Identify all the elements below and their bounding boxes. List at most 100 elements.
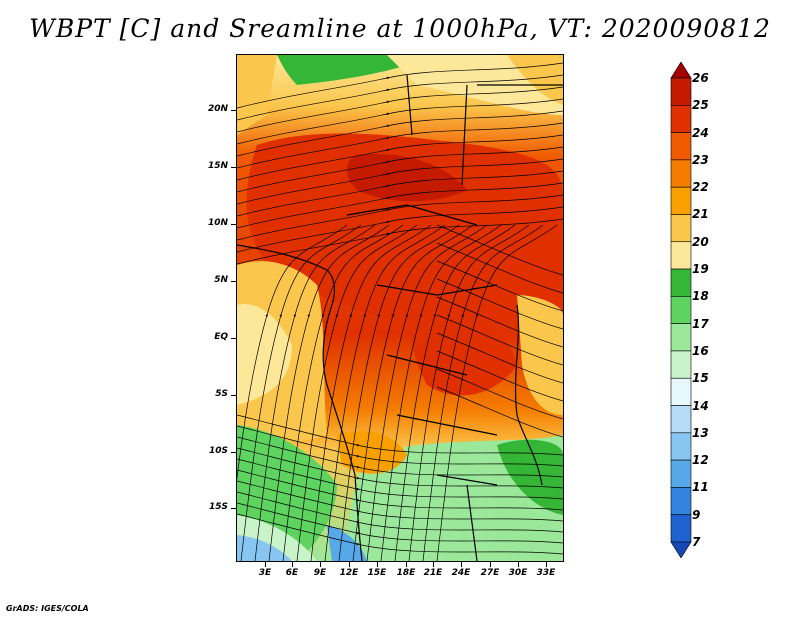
lon-tick (349, 562, 350, 567)
colorbar-swatch (670, 296, 692, 324)
lon-tick (518, 562, 519, 567)
lon-tick (265, 562, 266, 567)
lon-label: 27E (480, 568, 500, 578)
streamline (237, 158, 563, 205)
streamline (436, 332, 563, 384)
colorbar-label: 24 (692, 125, 709, 140)
streamline (422, 224, 544, 561)
colorbar-label: 14 (692, 398, 709, 413)
streamline (394, 224, 516, 561)
colorbar-swatch (670, 214, 692, 243)
colorbar-label: 19 (692, 262, 709, 277)
lon-tick (433, 562, 434, 567)
streamline (436, 386, 563, 438)
blue-patch-sw (237, 535, 292, 561)
lon-label: 15E (367, 568, 387, 578)
lon-label: 33E (536, 568, 556, 578)
streamline (296, 224, 418, 561)
blue-patch-south (327, 525, 367, 561)
colorbar-swatch (670, 432, 692, 461)
streamline (436, 350, 563, 402)
streamline (268, 224, 390, 561)
colorbar-label: 18 (692, 289, 709, 304)
colorbar-label: 17 (692, 316, 709, 331)
dark-red-core (346, 154, 467, 202)
streamline (237, 122, 563, 169)
streamline (436, 296, 563, 348)
colorbar-label: 13 (692, 425, 709, 440)
colorbar-swatch (670, 241, 692, 270)
lon-label: 12E (339, 568, 359, 578)
streamline (237, 218, 563, 265)
colorbar-label: 22 (692, 180, 709, 195)
gulf-coastline (237, 244, 335, 306)
streamline (282, 224, 404, 561)
colorbar-swatch (670, 323, 692, 352)
streamline (237, 480, 563, 522)
lon-label: 3E (258, 568, 272, 578)
streamline (436, 314, 563, 366)
streamline (237, 134, 563, 181)
green-patch-north (277, 55, 427, 85)
lat-label: EQ (214, 332, 228, 342)
lon-tick (406, 562, 407, 567)
lat-label: 10S (208, 446, 228, 456)
streamline (240, 224, 362, 561)
streamline (237, 110, 563, 157)
colorbar-label: 15 (692, 371, 709, 386)
colorbar-label: 23 (692, 152, 709, 167)
streamline (436, 368, 563, 420)
streamline (380, 224, 502, 561)
temperature-streamline-map (237, 55, 563, 561)
streamline (237, 425, 563, 467)
colorbar-label: 21 (692, 207, 709, 222)
streamline (237, 86, 563, 133)
streamline (237, 502, 563, 544)
streamline (237, 458, 563, 500)
streamline (352, 224, 474, 561)
lon-tick (292, 562, 293, 567)
map-panel (236, 54, 564, 562)
streamline (338, 224, 460, 561)
streamline (237, 170, 563, 217)
streamline (310, 224, 432, 561)
colorbar-label: 7 (692, 535, 701, 549)
lat-tick (231, 395, 236, 396)
colorbar-swatch (670, 77, 692, 106)
lon-label: 9E (313, 568, 327, 578)
streamline (237, 206, 563, 253)
pale-ocean-west (237, 304, 292, 405)
lon-tick (546, 562, 547, 567)
lat-tick (231, 224, 236, 225)
lat-label: 20N (207, 104, 228, 114)
colorbar-swatch (670, 268, 692, 297)
lat-tick (231, 508, 236, 509)
streamline (237, 194, 563, 241)
streamline (237, 414, 563, 456)
colorbar-label: 11 (692, 480, 709, 495)
colorbar-label: 26 (692, 71, 709, 85)
colorbar-swatch (670, 104, 692, 133)
streamline (436, 242, 563, 294)
colorbar-swatch (670, 186, 692, 215)
lat-label: 15N (207, 161, 228, 171)
colorbar-label: 12 (692, 453, 709, 468)
streamline (237, 224, 348, 481)
colorbar-label: 9 (692, 507, 701, 522)
streamline (237, 146, 563, 193)
colorbar-swatch (670, 487, 692, 516)
yellow-east-coast (517, 295, 563, 415)
lat-tick (231, 281, 236, 282)
lon-label: 30E (508, 568, 528, 578)
streamline (237, 491, 563, 533)
lon-label: 21E (423, 568, 443, 578)
streamline (237, 447, 563, 489)
streamline (237, 62, 563, 109)
colorbar-swatch (670, 132, 692, 161)
map-title: WBPT [C] and Sreamline at 1000hPa, VT: 2… (29, 14, 771, 43)
colorbar-swatch (670, 541, 692, 558)
colorbar-swatch (670, 459, 692, 488)
lon-tick (490, 562, 491, 567)
lat-label: 10N (207, 218, 228, 228)
streamline (237, 469, 563, 511)
